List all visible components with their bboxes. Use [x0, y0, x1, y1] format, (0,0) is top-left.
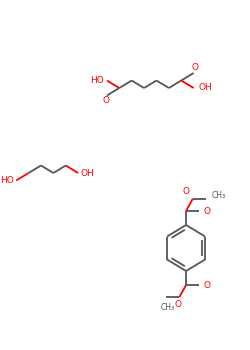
Text: HO: HO [90, 76, 104, 85]
Text: O: O [203, 280, 210, 289]
Text: O: O [102, 96, 110, 105]
Text: O: O [203, 206, 210, 216]
Text: O: O [191, 63, 198, 72]
Text: HO: HO [0, 176, 14, 185]
Text: OH: OH [80, 168, 94, 177]
Text: CH₃: CH₃ [161, 303, 175, 312]
Text: CH₃: CH₃ [212, 191, 226, 201]
Text: OH: OH [198, 84, 212, 92]
Text: O: O [183, 187, 190, 196]
Text: O: O [174, 300, 181, 309]
